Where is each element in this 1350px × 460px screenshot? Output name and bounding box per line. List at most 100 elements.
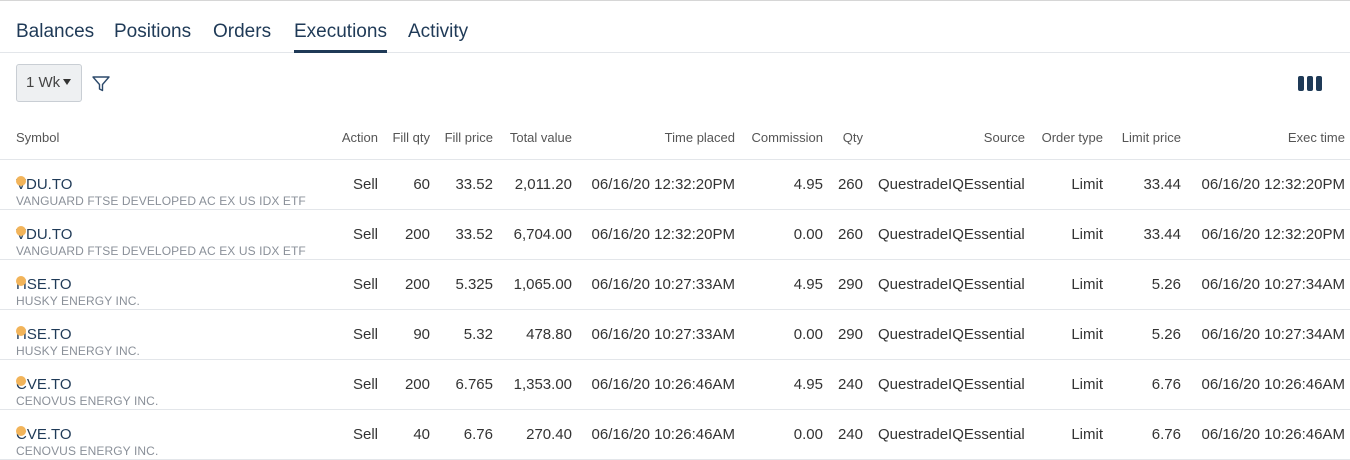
cell-qty: 290	[828, 309, 868, 360]
cell-qty: 260	[828, 209, 868, 260]
cell-commission: 4.95	[740, 159, 828, 210]
symbol-description: VANGUARD FTSE DEVELOPED AC EX US IDX ETF	[16, 243, 306, 258]
symbol-description: CENOVUS ENERGY INC.	[16, 393, 159, 408]
symbol-wrap: CVE.TO CENOVUS ENERGY INC.	[16, 375, 328, 409]
tab-orders[interactable]: Orders	[213, 21, 272, 42]
cell-action: Sell	[333, 159, 383, 210]
cell-total-value: 6,704.00	[498, 209, 577, 260]
cell-order-type: Limit	[1030, 309, 1108, 360]
cell-total-value: 1,065.00	[498, 259, 577, 310]
symbol-wrap: HSE.TO HUSKY ENERGY INC.	[16, 325, 328, 359]
col-time-placed[interactable]: Time placed	[577, 116, 740, 160]
caret-down-icon	[63, 79, 72, 85]
col-order-type[interactable]: Order type	[1030, 116, 1108, 160]
symbol-cell[interactable]: HSE.TO HUSKY ENERGY INC.	[0, 309, 333, 360]
symbol-ticker[interactable]: VDU.TO	[16, 225, 73, 243]
status-dot-icon	[16, 275, 26, 286]
cell-qty: 240	[828, 409, 868, 460]
cell-commission: 4.95	[740, 359, 828, 410]
cell-time-placed: 06/16/20 12:32:20PM	[577, 159, 740, 210]
symbol-cell[interactable]: VDU.TO VANGUARD FTSE DEVELOPED AC EX US I…	[0, 159, 333, 210]
symbol-ticker[interactable]: HSE.TO	[16, 275, 72, 293]
col-total-value[interactable]: Total value	[498, 116, 577, 160]
cell-action: Sell	[333, 209, 383, 260]
cell-fill-price: 6.76	[435, 409, 498, 460]
period-select-value: 1 Wk	[26, 74, 61, 91]
symbol-description: HUSKY ENERGY INC.	[16, 293, 140, 308]
cell-exec-time: 06/16/20 10:26:46AM	[1186, 359, 1350, 410]
cell-source: QuestradeIQEssential	[868, 159, 1030, 210]
symbol-cell[interactable]: HSE.TO HUSKY ENERGY INC.	[0, 259, 333, 310]
col-action[interactable]: Action	[333, 116, 383, 160]
tab-activity[interactable]: Activity	[408, 21, 469, 42]
cell-action: Sell	[333, 259, 383, 310]
symbol-cell[interactable]: CVE.TO CENOVUS ENERGY INC.	[0, 409, 333, 460]
cell-commission: 4.95	[740, 259, 828, 310]
cell-time-placed: 06/16/20 12:32:20PM	[577, 209, 740, 260]
cell-fill-price: 33.52	[435, 159, 498, 210]
symbol-wrap: VDU.TO VANGUARD FTSE DEVELOPED AC EX US I…	[16, 175, 328, 209]
cell-qty: 260	[828, 159, 868, 210]
symbol-ticker[interactable]: CVE.TO	[16, 425, 72, 443]
table-row[interactable]: CVE.TO CENOVUS ENERGY INC. Sell 200 6.765 1,3…	[0, 359, 1350, 410]
cell-exec-time: 06/16/20 10:26:46AM	[1186, 409, 1350, 460]
cell-exec-time: 06/16/20 10:27:34AM	[1186, 259, 1350, 310]
tab-executions[interactable]: Executions	[294, 21, 387, 53]
toolbar: 1 Wk	[0, 53, 1350, 113]
cell-time-placed: 06/16/20 10:27:33AM	[577, 309, 740, 360]
cell-qty: 290	[828, 259, 868, 310]
cell-fill-price: 33.52	[435, 209, 498, 260]
account-tabs: Balances Positions Orders Executions Act…	[0, 0, 1350, 53]
tab-positions[interactable]: Positions	[114, 21, 192, 42]
symbol-wrap: HSE.TO HUSKY ENERGY INC.	[16, 275, 328, 309]
cell-commission: 0.00	[740, 409, 828, 460]
cell-source: QuestradeIQEssential	[868, 259, 1030, 310]
col-fill-price[interactable]: Fill price	[435, 116, 498, 160]
cell-total-value: 270.40	[498, 409, 577, 460]
col-fill-qty[interactable]: Fill qty	[383, 116, 435, 160]
symbol-cell[interactable]: VDU.TO VANGUARD FTSE DEVELOPED AC EX US I…	[0, 209, 333, 260]
symbol-cell[interactable]: CVE.TO CENOVUS ENERGY INC.	[0, 359, 333, 410]
status-dot-icon	[16, 325, 26, 336]
cell-time-placed: 06/16/20 10:26:46AM	[577, 409, 740, 460]
cell-action: Sell	[333, 309, 383, 360]
table-row[interactable]: CVE.TO CENOVUS ENERGY INC. Sell 40 6.76 270.4…	[0, 409, 1350, 460]
cell-fill-qty: 40	[383, 409, 435, 460]
cell-exec-time: 06/16/20 12:32:20PM	[1186, 209, 1350, 260]
table-row[interactable]: HSE.TO HUSKY ENERGY INC. Sell 90 5.32 478.80 0…	[0, 309, 1350, 360]
period-select[interactable]: 1 Wk	[16, 64, 82, 102]
status-dot-icon	[16, 375, 26, 386]
cell-exec-time: 06/16/20 10:27:34AM	[1186, 309, 1350, 360]
symbol-description: CENOVUS ENERGY INC.	[16, 443, 159, 458]
filter-icon[interactable]	[91, 74, 111, 94]
cell-time-placed: 06/16/20 10:26:46AM	[577, 359, 740, 410]
cell-commission: 0.00	[740, 309, 828, 360]
cell-limit-price: 5.26	[1108, 259, 1186, 310]
cell-fill-price: 5.32	[435, 309, 498, 360]
table-header-row: Symbol Action Fill qty Fill price Total …	[0, 116, 1350, 160]
col-exec-time[interactable]: Exec time	[1186, 116, 1350, 160]
cell-exec-time: 06/16/20 12:32:20PM	[1186, 159, 1350, 210]
cell-commission: 0.00	[740, 209, 828, 260]
cell-total-value: 478.80	[498, 309, 577, 360]
table-row[interactable]: HSE.TO HUSKY ENERGY INC. Sell 200 5.325 1,065…	[0, 259, 1350, 310]
executions-table: Symbol Action Fill qty Fill price Total …	[0, 116, 1350, 460]
cell-source: QuestradeIQEssential	[868, 359, 1030, 410]
table-row[interactable]: VDU.TO VANGUARD FTSE DEVELOPED AC EX US I…	[0, 159, 1350, 210]
col-source[interactable]: Source	[868, 116, 1030, 160]
col-limit-price[interactable]: Limit price	[1108, 116, 1186, 160]
symbol-ticker[interactable]: VDU.TO	[16, 175, 73, 193]
cell-limit-price: 6.76	[1108, 359, 1186, 410]
columns-icon[interactable]	[1297, 74, 1325, 94]
cell-fill-qty: 200	[383, 259, 435, 310]
symbol-ticker[interactable]: CVE.TO	[16, 375, 72, 393]
tab-balances[interactable]: Balances	[16, 21, 95, 42]
col-symbol[interactable]: Symbol	[0, 116, 333, 160]
table-row[interactable]: VDU.TO VANGUARD FTSE DEVELOPED AC EX US I…	[0, 209, 1350, 260]
status-dot-icon	[16, 225, 26, 236]
symbol-description: VANGUARD FTSE DEVELOPED AC EX US IDX ETF	[16, 193, 306, 208]
symbol-ticker[interactable]: HSE.TO	[16, 325, 72, 343]
cell-order-type: Limit	[1030, 259, 1108, 310]
col-commission[interactable]: Commission	[740, 116, 828, 160]
col-qty[interactable]: Qty	[828, 116, 868, 160]
